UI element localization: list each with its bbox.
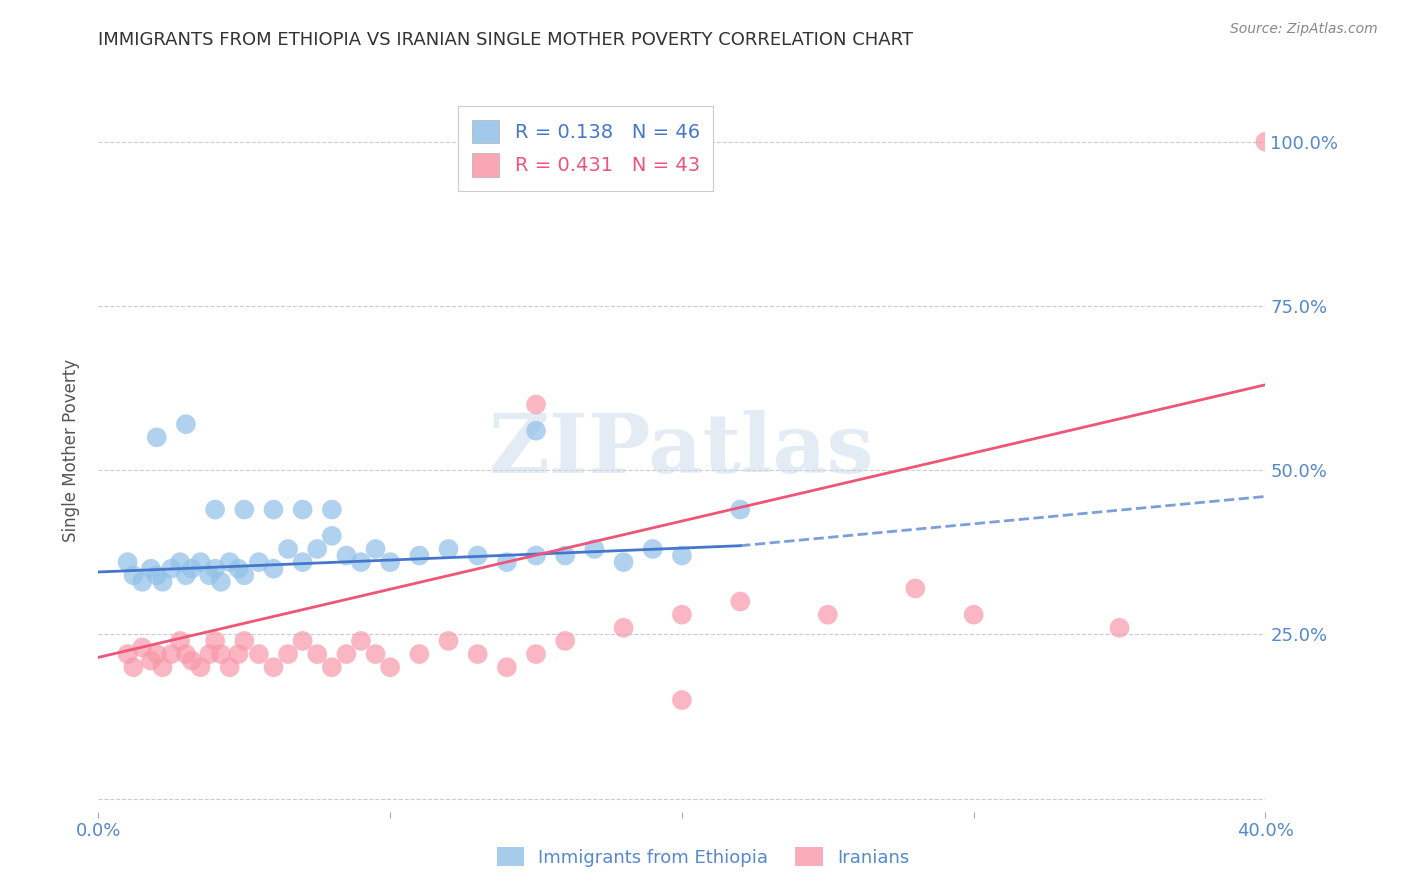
Point [583,541,606,556]
Point [160,647,183,661]
Point [291,634,314,648]
Point [198,647,221,661]
Point [554,634,576,648]
Y-axis label: Single Mother Poverty: Single Mother Poverty [62,359,80,542]
Point [139,654,162,668]
Point [233,634,256,648]
Point [146,568,169,582]
Point [524,647,547,661]
Point [730,502,752,516]
Point [204,634,226,648]
Point [291,555,314,569]
Point [904,582,927,596]
Point [139,562,162,576]
Point [228,647,250,661]
Point [496,555,519,569]
Point [117,555,139,569]
Point [180,562,202,576]
Point [1108,621,1130,635]
Point [612,621,634,635]
Point [364,647,387,661]
Point [174,647,197,661]
Point [174,568,197,582]
Point [209,574,232,589]
Point [204,502,226,516]
Point [152,660,174,674]
Point [671,549,693,563]
Point [467,549,489,563]
Point [198,568,221,582]
Point [117,647,139,661]
Point [169,634,191,648]
Point [1254,135,1277,149]
Point [437,541,460,556]
Point [524,424,547,438]
Point [218,660,240,674]
Point [496,660,519,674]
Point [174,417,197,432]
Point [307,541,329,556]
Point [233,502,256,516]
Point [247,555,270,569]
Point [262,502,284,516]
Point [408,549,430,563]
Point [554,549,576,563]
Point [247,647,270,661]
Point [408,647,430,661]
Point [131,640,153,655]
Point [228,562,250,576]
Point [160,562,183,576]
Point [146,430,169,444]
Point [190,660,212,674]
Text: IMMIGRANTS FROM ETHIOPIA VS IRANIAN SINGLE MOTHER POVERTY CORRELATION CHART: IMMIGRANTS FROM ETHIOPIA VS IRANIAN SING… [98,31,914,49]
Point [641,541,664,556]
Point [671,607,693,622]
Legend: Immigrants from Ethiopia, Iranians: Immigrants from Ethiopia, Iranians [489,840,917,874]
Point [190,555,212,569]
Point [467,647,489,661]
Point [169,555,191,569]
Point [146,647,169,661]
Point [380,660,402,674]
Point [131,574,153,589]
Point [437,634,460,648]
Point [233,568,256,582]
Point [524,549,547,563]
Point [291,502,314,516]
Text: Source: ZipAtlas.com: Source: ZipAtlas.com [1230,22,1378,37]
Point [817,607,839,622]
Point [307,647,329,661]
Point [321,529,343,543]
Point [335,549,357,563]
Point [350,634,373,648]
Point [364,541,387,556]
Point [262,562,284,576]
Legend: R = 0.138   N = 46, R = 0.431   N = 43: R = 0.138 N = 46, R = 0.431 N = 43 [458,106,713,191]
Point [262,660,284,674]
Point [612,555,634,569]
Point [277,541,299,556]
Point [321,502,343,516]
Point [218,555,240,569]
Point [122,568,145,582]
Point [204,562,226,576]
Point [350,555,373,569]
Point [209,647,232,661]
Point [335,647,357,661]
Text: ZIPatlas: ZIPatlas [489,410,875,491]
Point [122,660,145,674]
Point [277,647,299,661]
Point [152,574,174,589]
Point [180,654,202,668]
Point [524,397,547,411]
Point [671,693,693,707]
Point [321,660,343,674]
Point [730,594,752,608]
Point [380,555,402,569]
Point [962,607,984,622]
